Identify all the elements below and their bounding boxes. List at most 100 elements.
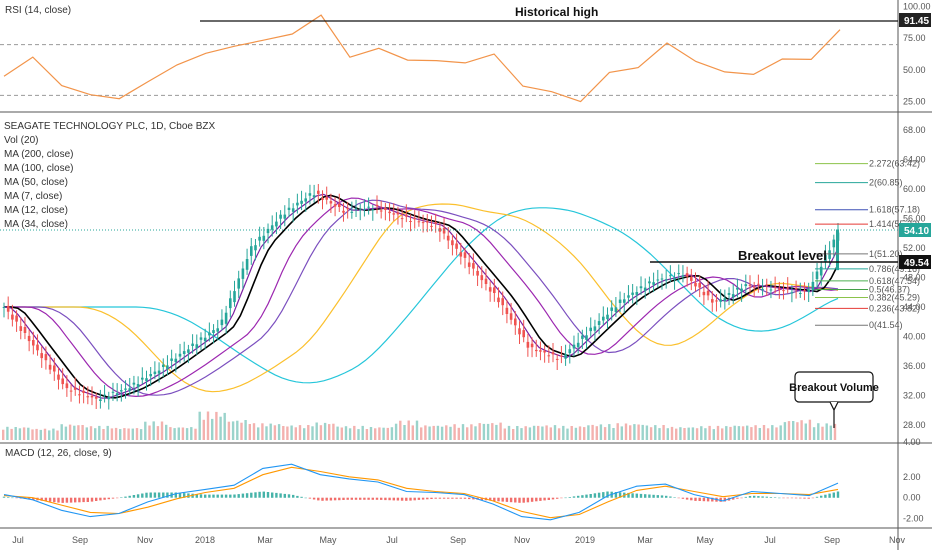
macd-histogram-bar [359,497,362,500]
volume-bar [562,425,565,440]
candle-body [752,286,756,288]
candle-body [233,291,236,303]
macd-histogram-bar [773,497,777,498]
candle-body [442,228,446,234]
macd-histogram-bar [778,497,781,499]
macd-histogram-bar [107,497,110,500]
rsi-tick-label: 75.00 [903,33,926,43]
volume-bar [148,425,151,440]
x-tick-label: Nov [514,535,531,545]
candle-body [287,207,291,210]
candle-body [379,210,383,212]
macd-histogram-bar [312,497,316,500]
volume-bar [106,425,109,440]
volume-bar [796,422,799,440]
fib-label: 0.786(49.16) [869,264,920,274]
x-tick-label: Nov [137,535,154,545]
macd-histogram-bar [15,497,18,499]
candle-body [99,399,102,401]
volume-bar [73,425,76,440]
volume-bar [231,421,235,440]
macd-histogram-bar [220,494,224,498]
x-tick-label: Nov [889,535,906,545]
candle-body [627,295,630,298]
candle-body [434,222,437,224]
volume-bar [348,428,352,440]
macd-histogram-bar [283,493,286,498]
macd-histogram-bar [388,497,391,501]
macd-histogram-bar [333,497,337,501]
candle-body [547,355,551,357]
candle-body [325,196,328,200]
volume-bar [712,429,715,440]
macd-signal-line [3,466,839,519]
volume-bar [365,429,369,440]
candle-body [778,288,781,290]
volume-bar [257,427,260,440]
candle-body [685,273,689,277]
candle-body [560,355,563,357]
macd-histogram-bar [685,497,689,500]
candle-body [216,328,219,332]
volume-bar [700,426,703,440]
macd-histogram-bar [250,492,253,498]
macd-histogram-bar [694,497,697,501]
volume-bar [482,423,486,440]
candle-body [681,275,685,277]
macd-histogram-bar [321,497,324,501]
candle-body [660,278,664,280]
candle-body [308,193,312,196]
candle-body [270,225,274,230]
volume-bar [516,426,519,440]
candle-body [543,350,546,353]
volume-bar [812,427,816,440]
candle-body [451,240,454,246]
volume-bar [110,428,114,440]
macd-line [3,463,839,521]
volume-bar [236,420,239,440]
candle-body [367,206,370,208]
candle-body [375,204,379,207]
macd-histogram-bar [539,497,542,501]
macd-histogram-bar [195,494,198,498]
candle-body [426,221,429,223]
macd-histogram-bar [241,493,245,498]
volume-bar [461,424,465,440]
macd-histogram-bar [157,492,161,498]
volume-bar [603,427,607,440]
macd-histogram-bar [509,497,513,503]
candle-body [564,354,567,359]
macd-histogram-bar [136,494,140,498]
candle-body [639,286,643,289]
macd-tick-label: 2.00 [903,472,921,482]
volume-bar [135,428,139,440]
candle-body [358,209,362,211]
candle-body [572,344,576,349]
macd-histogram-bar [543,497,546,501]
candle-body [224,312,228,324]
macd-histogram-bar [597,492,601,498]
macd-histogram-bar [174,492,177,498]
candle-body [304,198,307,202]
macd-histogram-bar [237,494,240,498]
macd-histogram-bar [526,497,530,503]
volume-bar [64,426,68,440]
candle-body [203,337,207,342]
candle-body [652,282,655,285]
macd-histogram-bar [266,492,270,498]
price-tick-label: 36.00 [903,361,926,371]
candle-body [706,290,710,296]
macd-histogram-bar [149,492,152,498]
volume-bar [599,424,603,440]
volume-bar [407,420,410,440]
volume-bar [620,426,623,440]
volume-bar [637,424,640,440]
candle-body [832,239,836,248]
macd-histogram-bar [740,497,743,499]
candle-body [199,337,203,340]
macd-histogram-bar [111,497,115,499]
volume-bar [524,426,527,440]
macd-histogram-bar [32,497,35,500]
candle-body [736,287,739,290]
volume-bar [478,423,481,440]
